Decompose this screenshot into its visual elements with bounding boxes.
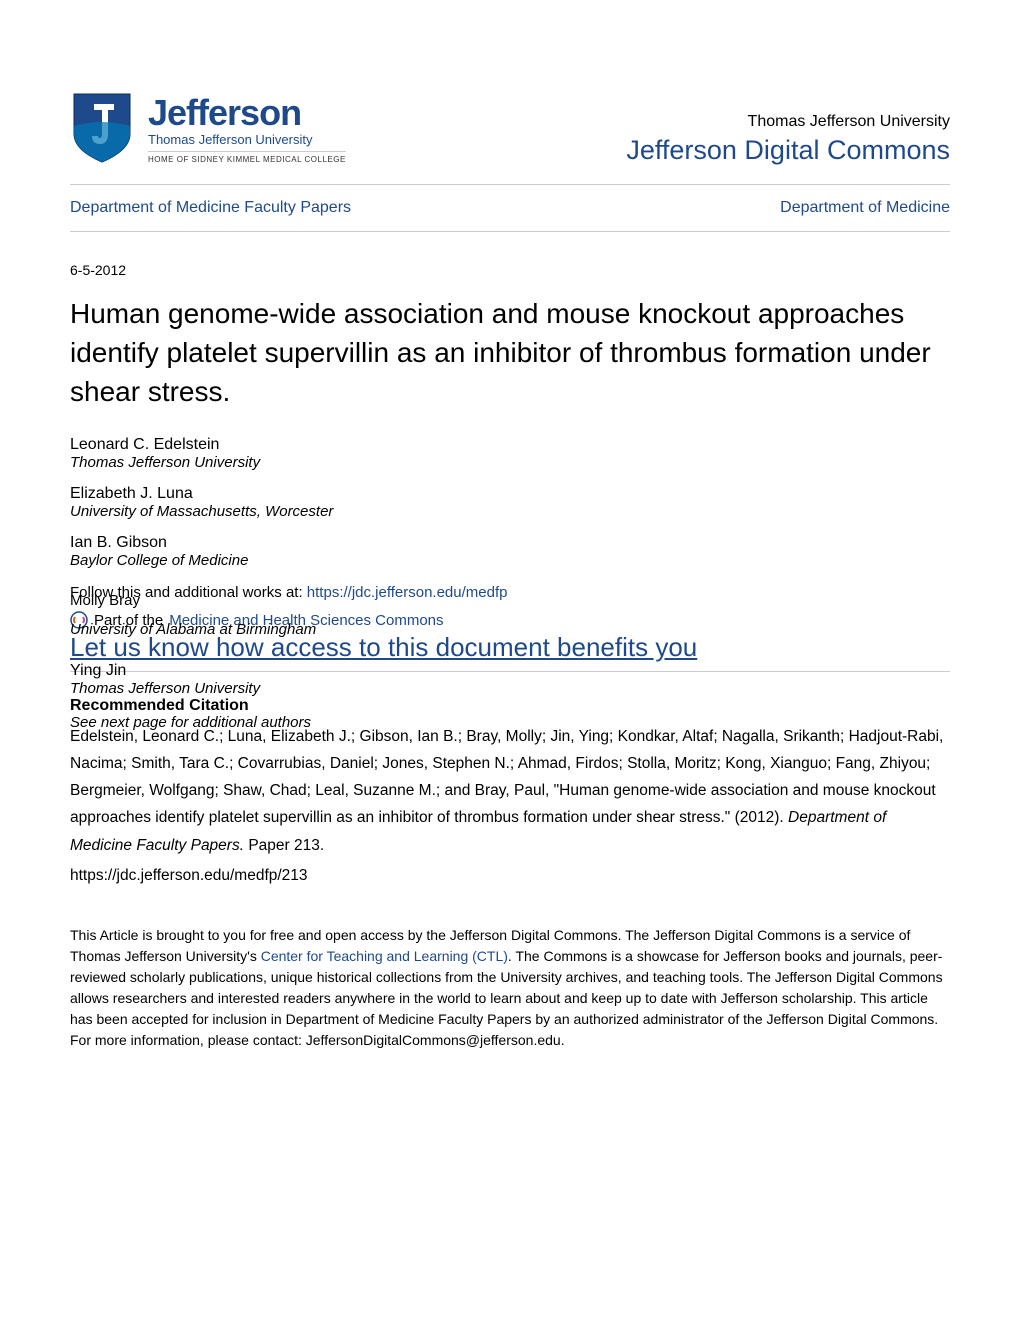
publication-date: 6-5-2012 — [70, 262, 950, 278]
author-affiliation: Thomas Jefferson University — [70, 680, 950, 697]
jefferson-shield-icon — [70, 90, 134, 166]
author-block: Leonard C. Edelstein Thomas Jefferson Un… — [70, 436, 950, 471]
see-next-page: See next page for additional authors — [70, 714, 311, 731]
author-affiliation: Thomas Jefferson University — [70, 454, 950, 471]
citation-block: Edelstein, Leonard C.; Luna, Elizabeth J… — [70, 723, 950, 889]
author-affiliation: Baylor College of Medicine — [70, 552, 950, 569]
header-right: Thomas Jefferson University Jefferson Di… — [626, 113, 950, 166]
citation-paper-number: Paper 213. — [244, 837, 324, 854]
author-name: Ian B. Gibson — [70, 534, 950, 552]
logo-block: Jefferson Thomas Jefferson University HO… — [70, 90, 346, 166]
university-name: Thomas Jefferson University — [626, 113, 950, 131]
author-block: Elizabeth J. Luna University of Massachu… — [70, 485, 950, 520]
collection-link[interactable]: Department of Medicine Faculty Papers — [70, 199, 351, 217]
page-header: Jefferson Thomas Jefferson University HO… — [70, 90, 950, 185]
logo-main-text: Jefferson — [148, 92, 346, 134]
author-affiliation: University of Massachusetts, Worcester — [70, 503, 950, 520]
author-block: Ian B. Gibson Baylor College of Medicine — [70, 534, 950, 569]
footer-text: This Article is brought to you for free … — [70, 925, 950, 1051]
author-name: Leonard C. Edelstein — [70, 436, 950, 454]
citation-url: https://jdc.jefferson.edu/medfp/213 — [70, 862, 950, 889]
author-name: Elizabeth J. Luna — [70, 485, 950, 503]
paper-title: Human genome-wide association and mouse … — [70, 294, 950, 412]
department-link[interactable]: Department of Medicine — [780, 199, 950, 217]
collection-url-link[interactable]: https://jdc.jefferson.edu/medfp — [307, 584, 508, 601]
benefits-link[interactable]: Let us know how access to this document … — [70, 632, 950, 663]
ctl-link[interactable]: Center for Teaching and Learning (CTL) — [261, 948, 508, 964]
logo-sub-text: Thomas Jefferson University — [148, 132, 346, 147]
repository-link[interactable]: Jefferson Digital Commons — [626, 135, 950, 165]
overlapping-content: Follow this and additional works at: htt… — [70, 583, 950, 698]
breadcrumb: Department of Medicine Faculty Papers De… — [70, 199, 950, 232]
author-name: Ying Jin — [70, 662, 950, 680]
logo-text: Jefferson Thomas Jefferson University HO… — [148, 92, 346, 164]
logo-tagline: HOME OF SIDNEY KIMMEL MEDICAL COLLEGE — [148, 151, 346, 164]
